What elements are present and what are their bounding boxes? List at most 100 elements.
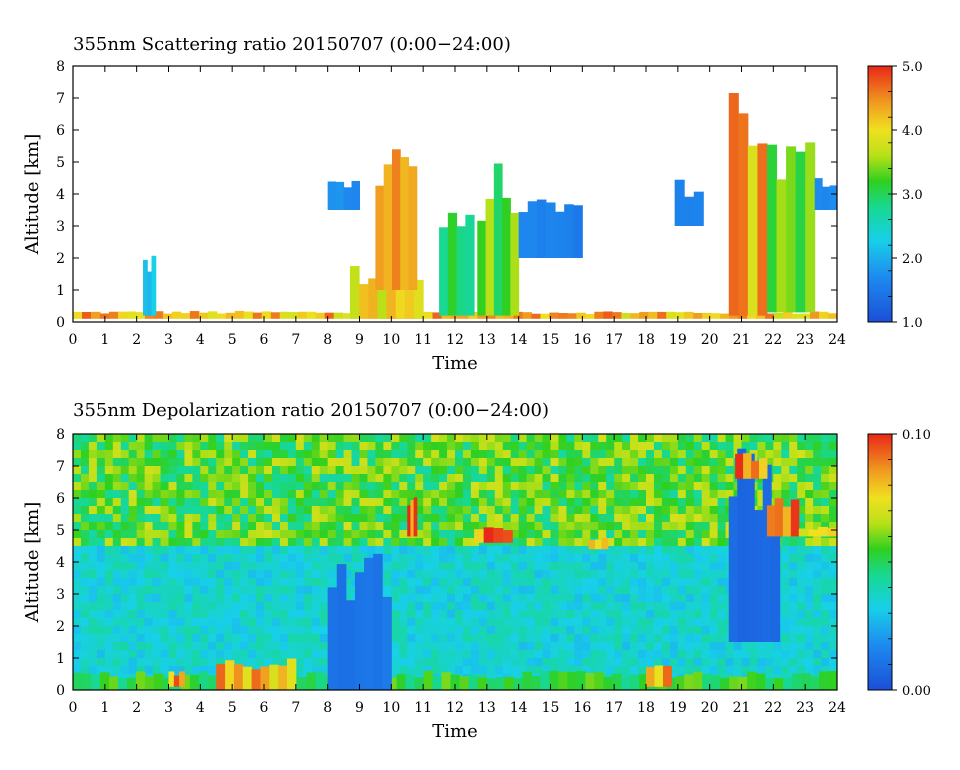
x-tick-label: 5 <box>228 332 237 348</box>
heatmap-cell <box>391 149 401 290</box>
x-tick-label: 2 <box>132 332 141 348</box>
heatmap-cell <box>765 313 775 319</box>
heatmap-cell <box>343 187 353 210</box>
x-tick-label: 10 <box>382 700 400 716</box>
heatmap-cell <box>585 313 595 319</box>
heatmap-cell <box>225 312 236 319</box>
heatmap-cell <box>108 311 119 319</box>
y-tick-label: 0 <box>56 315 65 331</box>
heatmap-cell <box>485 198 495 316</box>
heatmap-cell <box>810 676 820 690</box>
x-tick-label: 6 <box>260 332 269 348</box>
colorbar-label: 5.0 <box>902 60 923 75</box>
heatmap-cell <box>441 313 452 319</box>
heatmap-cell <box>720 313 730 319</box>
x-tick-label: 7 <box>291 332 300 348</box>
heatmap-cell <box>567 313 577 319</box>
heatmap-cell <box>774 678 784 690</box>
heatmap-cell <box>735 453 744 479</box>
x-tick-label: 12 <box>446 700 464 716</box>
heatmap-cell <box>465 214 475 316</box>
heatmap-cell <box>765 677 775 690</box>
heatmap-cell <box>790 499 800 537</box>
heatmap-cell <box>545 202 556 258</box>
heatmap-cell <box>711 313 721 319</box>
heatmap-cell <box>225 660 235 690</box>
heatmap-cell <box>805 142 816 313</box>
heatmap-cell <box>99 672 110 690</box>
heatmap-cell <box>527 201 538 258</box>
heatmap-cell <box>288 312 299 319</box>
x-tick-label: 24 <box>828 332 846 348</box>
heatmap-cell <box>757 143 768 316</box>
heatmap-cell <box>558 313 568 319</box>
heatmap-cell <box>518 212 529 258</box>
heatmap-cell <box>729 676 739 690</box>
y-tick-label: 4 <box>56 187 65 203</box>
colorbar-label: 4.0 <box>902 124 923 139</box>
heatmap-cell <box>558 671 568 690</box>
chart-panel-2: 355nm Depolarization ratio 20150707 (0:0… <box>22 400 931 742</box>
y-tick-label: 5 <box>56 523 65 539</box>
heatmap-cell <box>808 529 819 537</box>
heatmap-cell <box>90 311 101 319</box>
y-tick-label: 4 <box>56 555 65 571</box>
heatmap-cell <box>297 311 308 319</box>
heatmap-cell <box>504 676 514 690</box>
heatmap-cell <box>387 677 398 690</box>
heatmap-cell <box>423 670 434 690</box>
heatmap-cell <box>407 505 411 537</box>
heatmap-cell <box>675 312 685 319</box>
heatmap-cell <box>90 674 101 690</box>
x-tick-label: 20 <box>701 332 719 348</box>
heatmap-cell <box>189 311 200 319</box>
heatmap-cell <box>408 166 418 290</box>
heatmap-cell <box>386 273 397 319</box>
colorbar: 0.00 0.10 <box>867 428 931 699</box>
x-axis-label: Time <box>432 721 477 742</box>
heatmap-cell <box>502 530 513 543</box>
x-tick-label: 16 <box>573 332 591 348</box>
heatmap-cell <box>792 673 802 690</box>
x-tick-label: 13 <box>478 332 496 348</box>
x-tick-label: 15 <box>542 700 560 716</box>
heatmap-cell <box>751 460 760 479</box>
heatmap-cell <box>657 311 667 319</box>
heatmap-cell <box>536 199 547 258</box>
heatmap-cell <box>783 677 793 690</box>
heatmap-cell <box>153 311 164 319</box>
heatmap-cell <box>555 211 565 258</box>
x-tick-label: 4 <box>196 700 205 716</box>
heatmap-cell <box>375 185 385 290</box>
heatmap-cell <box>207 675 218 690</box>
heatmap-cell <box>762 464 772 642</box>
x-tick-label: 14 <box>510 332 528 348</box>
heatmap-cell <box>456 226 466 316</box>
y-axis-label: Altitude [km] <box>22 134 43 256</box>
heatmap-cell <box>630 313 640 319</box>
x-tick-label: 20 <box>701 700 719 716</box>
heatmap-field <box>73 434 838 691</box>
heatmap-cell <box>359 284 369 319</box>
heatmap-cell <box>395 280 406 319</box>
heatmap-cell <box>795 151 806 313</box>
heatmap-cell <box>450 674 460 690</box>
colorbar-label: 1.0 <box>902 316 923 331</box>
heatmap-cell <box>754 510 764 642</box>
heatmap-cell <box>171 311 182 319</box>
heatmap-cell <box>621 676 631 690</box>
heatmap-cell <box>693 312 703 319</box>
heatmap-cell <box>117 311 128 319</box>
heatmap-cell <box>621 313 631 319</box>
heatmap-cell <box>405 674 416 690</box>
x-tick-label: 21 <box>733 332 751 348</box>
heatmap-cell <box>522 312 532 319</box>
heatmap-cell <box>601 537 609 550</box>
x-axis-label: Time <box>432 353 477 374</box>
heatmap-cell <box>468 675 478 690</box>
x-tick-label: 0 <box>69 332 78 348</box>
heatmap-cell <box>270 312 281 319</box>
heatmap-cell <box>73 311 83 319</box>
colorbar-label: 3.0 <box>902 188 923 203</box>
heatmap-cell <box>711 675 721 690</box>
